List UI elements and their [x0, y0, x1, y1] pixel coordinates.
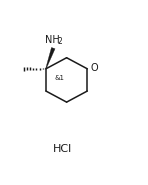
- Text: &1: &1: [54, 75, 65, 81]
- Text: NH: NH: [45, 35, 60, 45]
- Text: 2: 2: [58, 37, 62, 46]
- Polygon shape: [46, 48, 55, 69]
- Text: O: O: [91, 63, 98, 73]
- Text: HCl: HCl: [53, 144, 72, 154]
